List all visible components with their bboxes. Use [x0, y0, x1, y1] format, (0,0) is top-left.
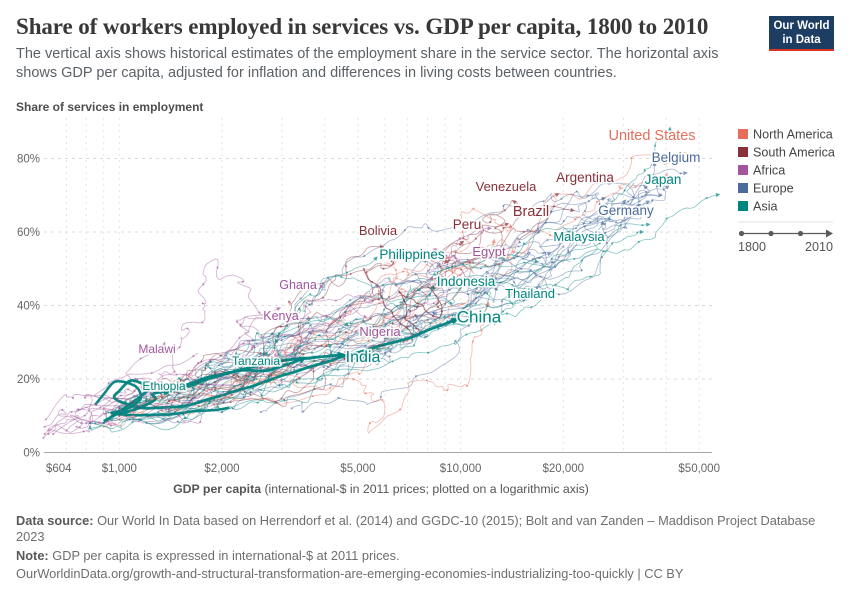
svg-text:Bolivia: Bolivia — [359, 223, 398, 238]
svg-text:Ethiopia: Ethiopia — [142, 379, 186, 393]
svg-text:$604: $604 — [46, 463, 72, 475]
svg-text:60%: 60% — [17, 227, 40, 239]
svg-text:China: China — [457, 308, 502, 327]
svg-text:$10,000: $10,000 — [440, 463, 482, 475]
svg-text:$20,000: $20,000 — [543, 463, 585, 475]
svg-text:Argentina: Argentina — [556, 170, 614, 185]
svg-text:Asia: Asia — [753, 200, 778, 214]
svg-text:Brazil: Brazil — [513, 204, 549, 220]
svg-text:0%: 0% — [23, 448, 40, 460]
svg-text:South America: South America — [753, 146, 835, 160]
svg-text:Venezuela: Venezuela — [476, 179, 537, 194]
svg-text:GDP per capita (international-: GDP per capita (international-$ in 2011 … — [173, 482, 589, 496]
svg-text:Thailand: Thailand — [505, 286, 555, 301]
svg-text:Nigeria: Nigeria — [359, 324, 401, 339]
svg-text:Peru: Peru — [453, 217, 482, 232]
svg-text:United States: United States — [608, 128, 695, 144]
svg-text:40%: 40% — [17, 301, 40, 313]
svg-text:80%: 80% — [17, 154, 40, 166]
svg-text:$5,000: $5,000 — [340, 463, 375, 475]
svg-text:$50,000: $50,000 — [678, 463, 720, 475]
svg-text:$2,000: $2,000 — [204, 463, 239, 475]
svg-text:Belgium: Belgium — [652, 150, 701, 165]
svg-text:2010: 2010 — [805, 240, 833, 254]
svg-text:North America: North America — [753, 128, 833, 142]
svg-text:Philippines: Philippines — [379, 247, 445, 262]
svg-text:Egypt: Egypt — [472, 244, 506, 259]
svg-text:20%: 20% — [17, 374, 40, 386]
svg-text:India: India — [346, 349, 381, 366]
svg-text:Africa: Africa — [753, 164, 785, 178]
svg-text:Kenya: Kenya — [263, 309, 298, 323]
svg-text:Malaysia: Malaysia — [553, 229, 605, 244]
svg-text:1800: 1800 — [738, 240, 766, 254]
svg-text:Tanzania: Tanzania — [232, 354, 280, 368]
svg-text:Japan: Japan — [645, 172, 682, 187]
svg-text:Germany: Germany — [598, 203, 654, 218]
svg-text:Ghana: Ghana — [279, 278, 317, 292]
svg-text:Indonesia: Indonesia — [437, 274, 496, 289]
svg-text:Europe: Europe — [753, 182, 794, 196]
svg-text:$1,000: $1,000 — [102, 463, 137, 475]
svg-text:Malawi: Malawi — [138, 342, 175, 356]
